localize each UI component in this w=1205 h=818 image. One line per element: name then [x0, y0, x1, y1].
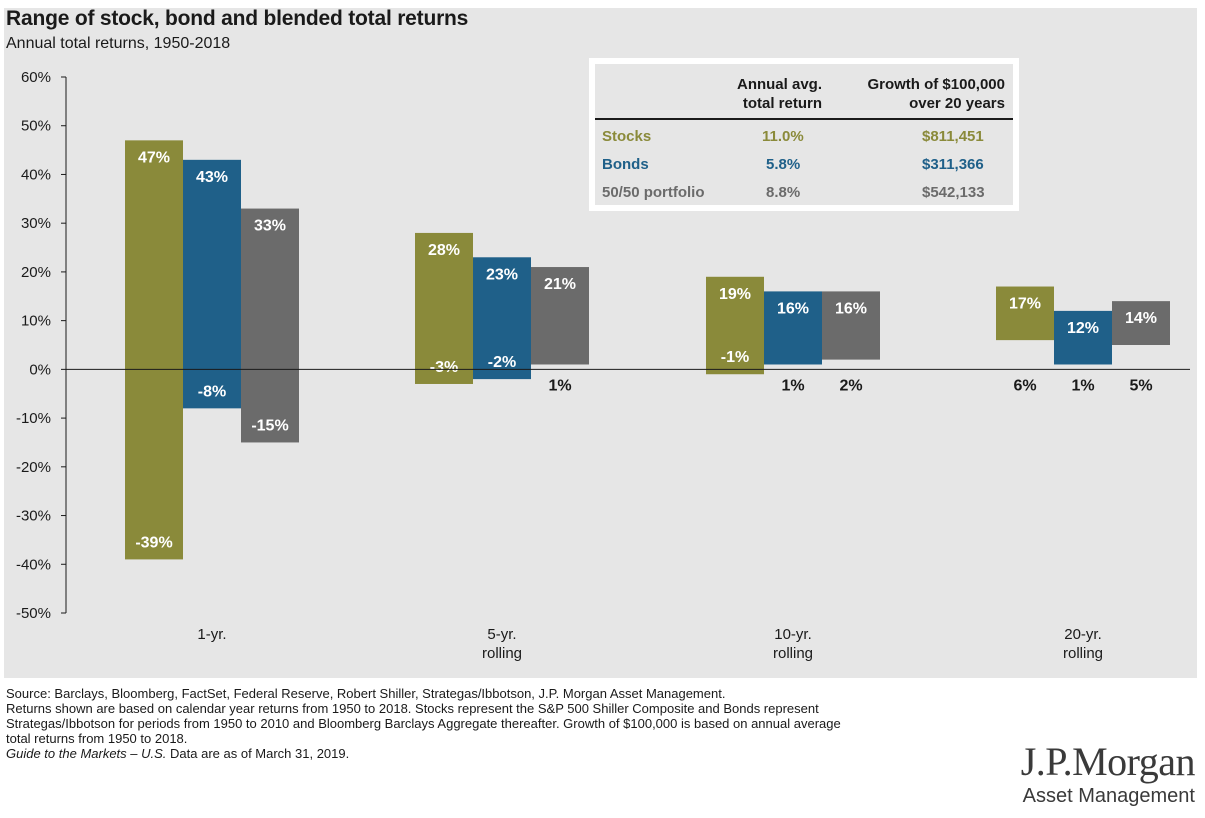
- y-tick-label: -40%: [16, 556, 51, 573]
- x-category-label: rolling: [1063, 645, 1103, 662]
- logo-subtitle: Asset Management: [1022, 785, 1195, 807]
- bar-low-label: 2%: [839, 377, 862, 394]
- bar-low-label: -3%: [430, 359, 458, 376]
- bar-high-label: 43%: [196, 169, 228, 186]
- jpmorgan-logo: J.P.Morgan Asset Management: [1020, 739, 1196, 808]
- bar-low-label: 1%: [781, 377, 804, 394]
- logo-name: J.P.Morgan: [1020, 739, 1196, 784]
- header-growth-line2: over 20 years: [909, 95, 1005, 112]
- bar-50-50-portfolio: [241, 208, 299, 443]
- y-tick-label: -50%: [16, 605, 51, 622]
- summary-table-body: [595, 64, 1013, 205]
- x-category-label: rolling: [773, 645, 813, 662]
- bar-bonds: [1054, 310, 1112, 365]
- chart-subtitle: Annual total returns, 1950-2018: [6, 35, 231, 52]
- bar-stocks: [125, 140, 183, 560]
- header-growth: Growth of $100,000 over 20 years: [832, 75, 1005, 113]
- y-tick-label: 40%: [21, 166, 51, 183]
- range-bar-chart: 60% 50% 40% 30% 20% 10% 0% -10% -20% -30% -40% -50%…: [16, 69, 1190, 662]
- bar-high-label: 21%: [544, 276, 576, 293]
- bar-bonds: [764, 291, 822, 365]
- bar-low-label: 1%: [1071, 377, 1094, 394]
- chart-title: Range of stock, bond and blended total r…: [6, 7, 469, 30]
- footnote-source: Source: Barclays, Bloomberg, FactSet, Fe…: [6, 686, 726, 701]
- bar-high-label: 12%: [1067, 320, 1099, 337]
- row-growth-blend: $542,133: [922, 184, 985, 201]
- header-rule: [595, 118, 1013, 120]
- bar-low-label: -15%: [251, 417, 288, 434]
- footnote-guide: Guide to the Markets – U.S. Data are as …: [6, 746, 986, 761]
- bar-low-label: 1%: [548, 377, 571, 394]
- bar-50-50-portfolio: [822, 291, 880, 360]
- bar-high-label: 17%: [1009, 296, 1041, 313]
- row-label-blend: 50/50 portfolio: [602, 184, 705, 201]
- bar-50-50-portfolio: [531, 267, 589, 365]
- footnotes: Source: Barclays, Bloomberg, FactSet, Fe…: [6, 686, 986, 761]
- bar-low-label: -1%: [721, 349, 749, 366]
- y-tick-label: 30%: [21, 215, 51, 232]
- bar-high-label: 19%: [719, 286, 751, 303]
- y-tick-label: 60%: [21, 69, 51, 86]
- bar-high-label: 16%: [777, 300, 809, 317]
- bar-low-label: 6%: [1013, 377, 1036, 394]
- row-growth-bonds: $311,366: [922, 156, 984, 173]
- bar-low-label: -2%: [488, 354, 516, 371]
- bar-high-label: 47%: [138, 149, 170, 166]
- bar-bonds: [183, 159, 241, 409]
- bar-stocks: [996, 286, 1054, 341]
- x-category-label: 20-yr.: [1064, 626, 1102, 643]
- summary-table: Annual avg. total return Growth of $100,…: [589, 58, 1019, 211]
- y-tick-label: 0%: [29, 361, 51, 378]
- bar-stocks: [415, 232, 473, 384]
- bar-stocks: [706, 276, 764, 375]
- bar-low-label: -8%: [198, 383, 226, 400]
- row-label-bonds: Bonds: [602, 156, 649, 173]
- row-growth-stocks: $811,451: [922, 128, 984, 145]
- header-annual-return-line2: total return: [742, 95, 822, 112]
- bar-low-label: 5%: [1129, 377, 1152, 394]
- footnote-line-2: Returns shown are based on calendar year…: [6, 701, 819, 716]
- y-tick-label: -30%: [16, 508, 51, 525]
- x-category-label: 5-yr.: [487, 626, 516, 643]
- row-label-stocks: Stocks: [602, 128, 652, 145]
- guide-title: Guide to the Markets – U.S.: [6, 746, 167, 761]
- y-tick-label: -20%: [16, 459, 51, 476]
- y-tick-label: 50%: [21, 118, 51, 135]
- y-tick-label: 20%: [21, 264, 51, 281]
- bar-low-label: -39%: [135, 534, 172, 551]
- bar-50-50-portfolio: [1112, 301, 1170, 345]
- x-category-label: 10-yr.: [774, 626, 812, 643]
- bar-high-label: 16%: [835, 300, 867, 317]
- header-annual-return: Annual avg. total return: [692, 75, 822, 113]
- header-growth-line1: Growth of $100,000: [867, 76, 1005, 93]
- row-return-blend: 8.8%: [766, 184, 801, 201]
- footnote-line-4: total returns from 1950 to 2018.: [6, 731, 188, 746]
- x-category-label: 1-yr.: [197, 626, 226, 643]
- bar-high-label: 23%: [486, 266, 518, 283]
- header-annual-return-line1: Annual avg.: [736, 76, 822, 93]
- guide-date: Data are as of March 31, 2019.: [166, 746, 350, 761]
- y-tick-label: -10%: [16, 410, 51, 427]
- footnote-line-3: Strategas/Ibbotson for periods from 1950…: [6, 716, 841, 731]
- row-return-bonds: 5.8%: [766, 156, 801, 173]
- bar-high-label: 28%: [428, 242, 460, 259]
- bar-high-label: 33%: [254, 218, 286, 235]
- bar-high-label: 14%: [1125, 310, 1157, 327]
- x-category-label: rolling: [482, 645, 522, 662]
- bar-bonds: [473, 257, 531, 380]
- y-tick-label: 10%: [21, 313, 51, 330]
- row-return-stocks: 11.0%: [762, 128, 804, 145]
